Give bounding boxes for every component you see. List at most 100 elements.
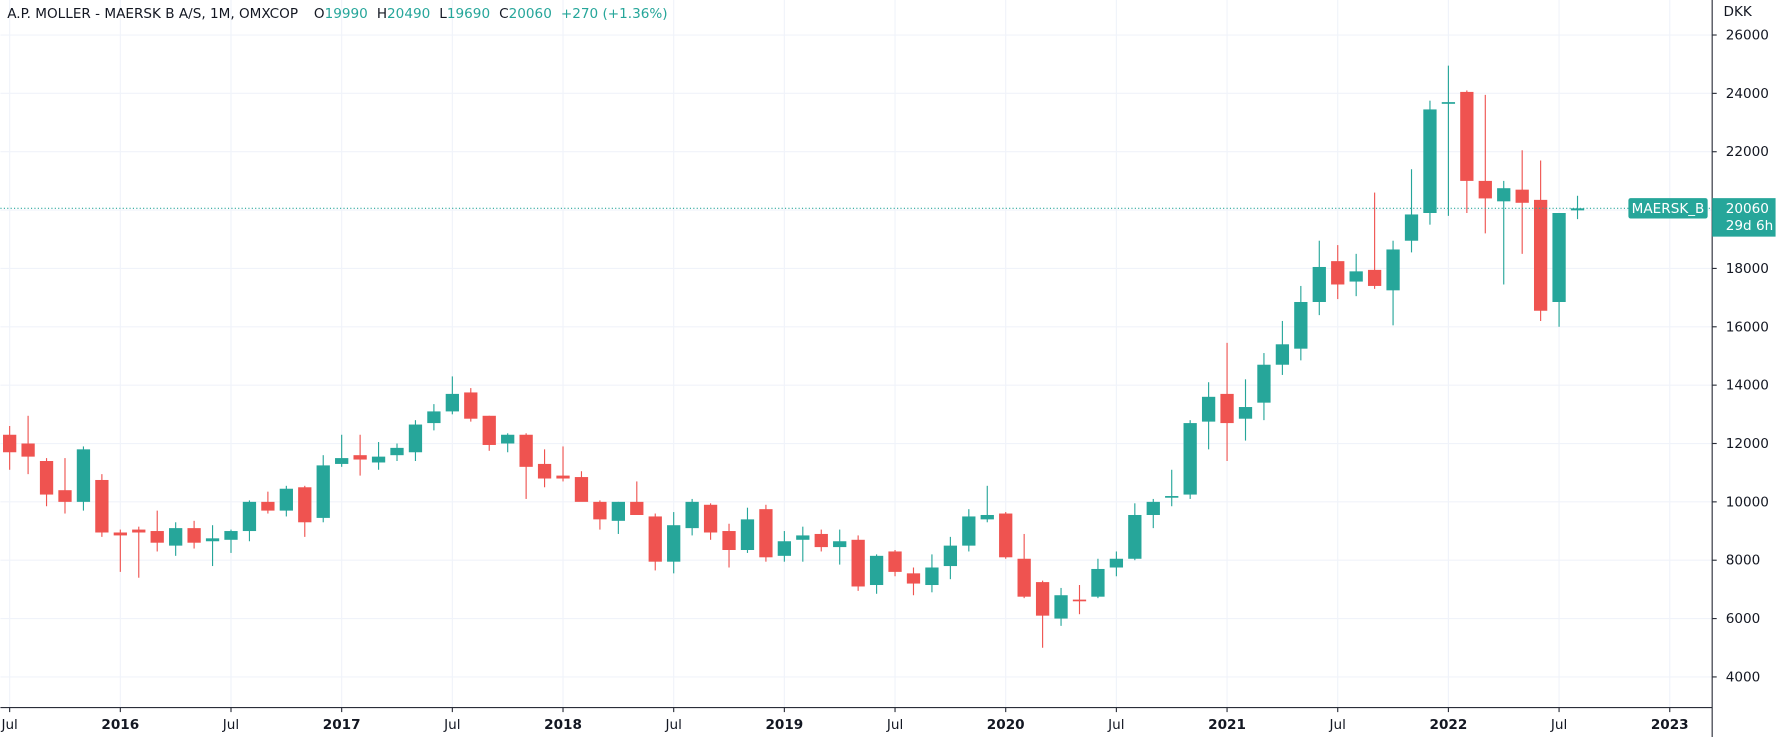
y-tick-label: 26000: [1726, 28, 1769, 44]
y-tick-label: 6000: [1726, 611, 1761, 627]
candle-body: [1017, 558, 1031, 597]
ohlc-key: L: [439, 6, 447, 22]
candle-body: [242, 501, 257, 532]
candle-body: [537, 463, 552, 479]
candle-body: [132, 529, 146, 533]
candle-body: [464, 392, 478, 419]
x-tick-label: 2023: [1651, 717, 1689, 733]
candle-body: [630, 501, 644, 515]
candle-body: [925, 567, 939, 586]
ohlc-value: 19990: [325, 6, 368, 22]
candle-body: [611, 501, 625, 521]
candle-body: [3, 434, 17, 453]
candle-body: [427, 411, 441, 424]
candle-body: [1331, 261, 1345, 285]
candle-body: [39, 461, 54, 495]
candles: [3, 65, 1585, 648]
ohlc-value: 20060: [509, 6, 552, 22]
labels: 4000 6000 8000 10000 12000 14000 16000 18000 200…: [0, 28, 1776, 733]
candle-body: [261, 501, 275, 511]
x-tick-label: 2022: [1430, 717, 1468, 733]
candle-body: [298, 487, 312, 523]
currency-label: DKK: [1723, 4, 1752, 20]
candle-body: [353, 455, 367, 460]
candle-body: [740, 519, 755, 551]
candle-body: [574, 477, 589, 502]
candle-body: [851, 539, 865, 587]
countdown-label: 29d 6h: [1726, 218, 1773, 234]
candle-body: [169, 528, 183, 546]
candle-body: [445, 393, 459, 412]
x-tick-label: 2020: [987, 717, 1025, 733]
x-tick-label: 2021: [1208, 717, 1246, 733]
candle-body: [519, 434, 533, 467]
candle-body: [1367, 269, 1382, 286]
candle-body: [759, 509, 773, 558]
candle-body: [501, 434, 515, 444]
candle-body: [1275, 344, 1290, 365]
y-tick-label: 4000: [1726, 669, 1761, 685]
candle-body: [95, 479, 109, 533]
y-tick-label: 22000: [1726, 144, 1769, 160]
candle-body: [1128, 514, 1142, 559]
candle-body: [1404, 214, 1419, 241]
candle-body: [1183, 423, 1197, 495]
candle-body: [371, 456, 386, 463]
y-tick-label: 12000: [1726, 436, 1769, 452]
y-tick-label: 14000: [1726, 378, 1769, 394]
candle-body: [1515, 189, 1529, 203]
x-tick-label: Jul: [222, 717, 239, 733]
x-tick-label: 2017: [323, 717, 361, 733]
candle-body: [667, 525, 681, 562]
candle-body: [224, 531, 238, 540]
candle-body: [1441, 102, 1456, 104]
candle-body: [1386, 249, 1400, 291]
change-label: +270 (+1.36%): [561, 6, 668, 22]
ohlc-value: 19690: [447, 6, 490, 22]
candle-body: [1109, 558, 1124, 568]
candle-body: [1533, 199, 1548, 311]
candle-body: [703, 504, 718, 533]
header: A.P. MOLLER - MAERSK B A/S, 1M, OMXCOP O1…: [7, 6, 667, 22]
candle-body: [1552, 212, 1566, 302]
candle-body: [316, 465, 330, 518]
candle-body: [1497, 188, 1511, 202]
symbol-tag-label: MAERSK_B: [1632, 201, 1705, 217]
candle-body: [1257, 364, 1271, 403]
candle-body: [335, 458, 349, 464]
candle-body: [1349, 271, 1363, 282]
candle-body: [408, 424, 423, 453]
candle-body: [1091, 568, 1105, 597]
ohlc-value: 20490: [387, 6, 430, 22]
candle-body: [1165, 496, 1179, 498]
symbol-tag: [1628, 198, 1708, 219]
grid: [0, 0, 1713, 708]
candle-body: [796, 535, 810, 540]
x-tick-label: 2016: [101, 717, 139, 733]
ohlc-key: O: [314, 6, 325, 22]
candle-body: [1312, 266, 1326, 302]
candle-body: [777, 541, 792, 556]
x-tick-label: Jul: [1550, 717, 1567, 733]
x-tick-label: Jul: [664, 717, 681, 733]
y-tick-label: 8000: [1726, 553, 1761, 569]
candle-body: [906, 573, 921, 584]
candle-body: [869, 555, 884, 586]
candle-body: [833, 541, 847, 548]
x-tick-label: Jul: [1107, 717, 1124, 733]
candle-body: [1201, 396, 1216, 422]
header-title: A.P. MOLLER - MAERSK B A/S, 1M, OMXCOP: [7, 6, 298, 22]
y-tick-label: 24000: [1726, 86, 1769, 102]
x-tick-label: 2018: [544, 717, 582, 733]
x-tick-label: Jul: [0, 717, 17, 733]
candle-body: [980, 514, 994, 520]
y-tick-label: 18000: [1726, 261, 1769, 277]
candle-body: [1460, 91, 1474, 181]
candle-body: [113, 532, 127, 536]
candle-body: [888, 551, 902, 572]
candle-body: [722, 531, 736, 551]
candle-body: [962, 516, 976, 546]
candle-body: [279, 488, 293, 511]
